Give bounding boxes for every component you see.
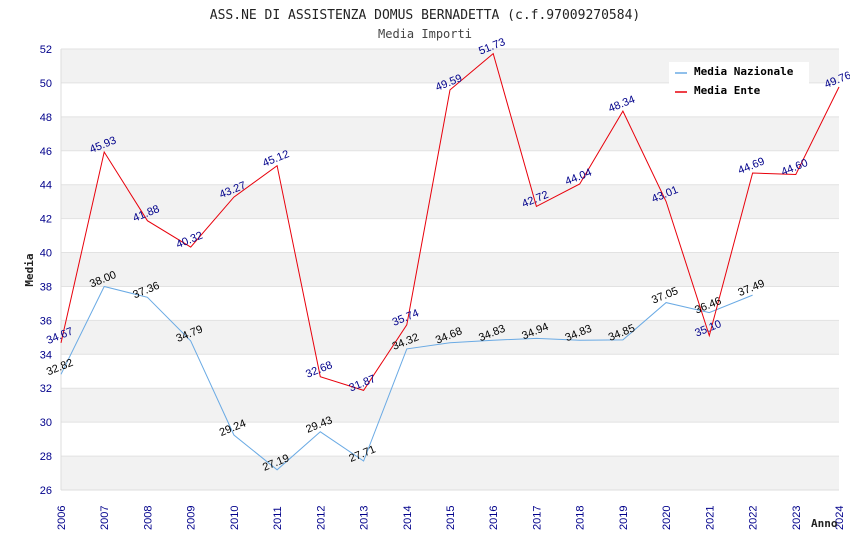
x-tick-label: 2020 — [661, 506, 673, 530]
y-tick-label: 36 — [40, 315, 52, 327]
y-tick-label: 32 — [40, 383, 52, 395]
y-tick-label: 40 — [40, 248, 52, 260]
series-lines — [60, 52, 840, 471]
legend-label-media-ente: Media Ente — [694, 84, 761, 97]
y-tick-label: 28 — [40, 451, 52, 463]
grid-band — [61, 354, 839, 389]
x-tick-label: 2014 — [402, 506, 414, 530]
x-tick-label: 2021 — [704, 506, 716, 530]
legend: Media Nazionale Media Ente — [669, 62, 809, 102]
x-tick-label: 2024 — [834, 506, 846, 530]
y-tick-label: 30 — [40, 417, 52, 429]
x-tick-label: 2008 — [142, 506, 154, 530]
y-tick-label: 50 — [40, 78, 52, 90]
series-line-media-nazionale — [60, 285, 753, 471]
y-axis-label: Media — [23, 253, 36, 286]
x-tick-label: 2010 — [229, 506, 241, 530]
x-tick-label: 2022 — [748, 506, 760, 530]
x-tick-label: 2023 — [791, 506, 803, 530]
grid-band — [61, 388, 839, 423]
y-tick-labels: 26 28 30 32 34 36 38 40 42 44 46 48 50 52 — [40, 44, 52, 497]
grid-band — [61, 116, 839, 151]
x-tick-label: 2007 — [99, 506, 111, 530]
grid-band — [61, 252, 839, 287]
x-tick-labels: 2006 2007 2008 2009 2010 2011 2012 2013 2014 2015… — [56, 506, 846, 530]
grid-band — [61, 184, 839, 219]
x-tick-label: 2011 — [272, 506, 284, 530]
chart-subtitle: Media Importi — [378, 27, 472, 41]
chart-title: ASS.NE DI ASSISTENZA DOMUS BERNADETTA (c… — [210, 8, 640, 23]
axes — [60, 49, 839, 491]
x-tick-label: 2006 — [56, 506, 68, 530]
y-tick-label: 38 — [40, 281, 52, 293]
legend-box — [669, 62, 809, 102]
y-tick-label: 26 — [40, 485, 52, 497]
grid-bands — [61, 49, 839, 490]
x-tick-label: 2012 — [315, 506, 327, 530]
legend-label-media-nazionale: Media Nazionale — [694, 65, 794, 78]
y-tick-label: 34 — [40, 349, 52, 361]
grid-band — [61, 286, 839, 321]
y-tick-label: 52 — [40, 44, 52, 56]
x-tick-label: 2016 — [488, 506, 500, 530]
x-tick-label: 2015 — [445, 506, 457, 530]
x-tick-label: 2013 — [359, 506, 371, 530]
x-tick-label: 2017 — [531, 506, 543, 530]
y-tick-label: 48 — [40, 112, 52, 124]
grid-band — [61, 422, 839, 457]
y-tick-label: 42 — [40, 214, 52, 226]
grid-band — [61, 320, 839, 355]
x-tick-label: 2019 — [618, 506, 630, 530]
x-tick-label: 2018 — [575, 506, 587, 530]
y-tick-label: 46 — [40, 146, 52, 158]
series-line-media-ente — [60, 52, 840, 391]
grid-band — [61, 456, 839, 490]
x-tick-label: 2009 — [186, 506, 198, 530]
y-tick-label: 44 — [40, 180, 52, 192]
x-axis-label: Anno — [811, 517, 838, 530]
grid-band — [61, 150, 839, 185]
